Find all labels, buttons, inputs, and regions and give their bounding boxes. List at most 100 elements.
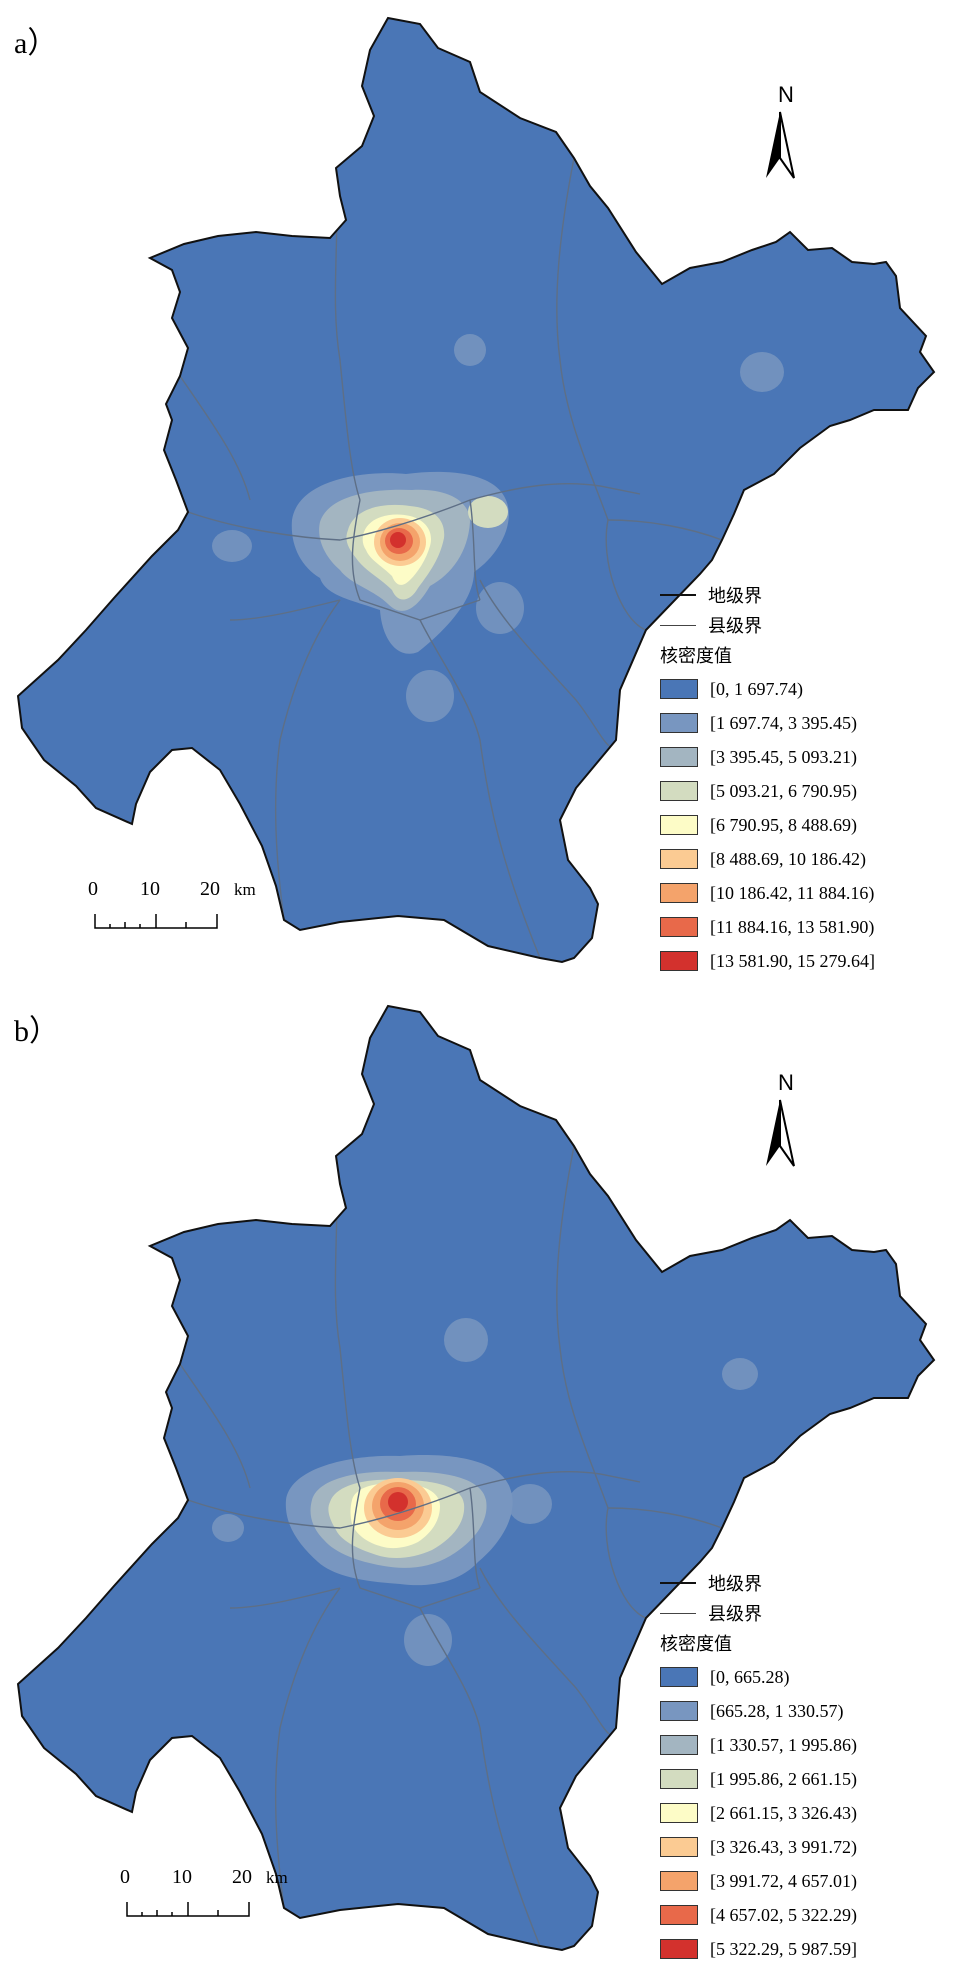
- legend-class-label: [3 326.43, 3 991.72): [710, 1836, 857, 1857]
- legend-swatch: [660, 781, 698, 801]
- legend-class-label: [1 330.57, 1 995.86): [710, 1734, 857, 1755]
- legend-label: 县级界: [708, 1604, 762, 1624]
- density-spot: [444, 1318, 488, 1362]
- legend-class-label: [3 395.45, 5 093.21): [710, 746, 857, 767]
- legend-label: 地级界: [708, 586, 762, 606]
- scale-bar: 0 10 20 km: [120, 1866, 326, 1926]
- legend-class-label: [2 661.15, 3 326.43): [710, 1802, 857, 1823]
- legend-class-label: [13 581.90, 15 279.64]: [710, 950, 875, 971]
- legend-major-boundary: 地级界: [660, 1568, 960, 1598]
- legend-class: [665.28, 1 330.57): [660, 1694, 960, 1728]
- scale-tick-label: 20: [232, 1866, 252, 1888]
- legend-line-swatch: [660, 1582, 696, 1584]
- legend-line-swatch: [660, 594, 696, 596]
- legend-label: 地级界: [708, 1574, 762, 1594]
- scale-tick-label: 0: [88, 878, 98, 900]
- scale-tick-label: 10: [140, 878, 160, 900]
- density-spot: [404, 1614, 452, 1666]
- legend-class: [4 657.02, 5 322.29): [660, 1898, 960, 1932]
- legend-class-label: [10 186.42, 11 884.16): [710, 882, 875, 903]
- legend-class: [11 884.16, 13 581.90): [660, 910, 960, 944]
- legend-class: [0, 1 697.74): [660, 672, 960, 706]
- panel-label: a）: [14, 27, 58, 60]
- scale-bar-graphic: [126, 1902, 250, 1917]
- legend-class-label: [4 657.02, 5 322.29): [710, 1904, 857, 1925]
- legend-class-label: [11 884.16, 13 581.90): [710, 916, 875, 937]
- legend-swatch: [660, 1871, 698, 1891]
- density-map: [16, 16, 936, 964]
- legend-swatch: [660, 679, 698, 699]
- legend-line-swatch: [660, 624, 696, 626]
- legend-class: [8 488.69, 10 186.42): [660, 842, 960, 876]
- north-label: N: [778, 1070, 794, 1095]
- density-spot: [468, 496, 508, 528]
- density-peak: [388, 1492, 408, 1512]
- north-arrow: N: [760, 82, 820, 182]
- legend-class-label: [0, 665.28): [710, 1666, 790, 1687]
- legend-label: 县级界: [708, 616, 762, 636]
- scale-tick-label: 0: [120, 1866, 130, 1888]
- legend-swatch: [660, 917, 698, 937]
- county-boundaries: [179, 157, 723, 959]
- density-spot: [212, 1514, 244, 1542]
- legend-swatch: [660, 883, 698, 903]
- north-label: N: [778, 82, 794, 107]
- legend-class-label: [1 697.74, 3 395.45): [710, 712, 857, 733]
- north-arrow-icon: [766, 111, 795, 179]
- legend-swatch: [660, 849, 698, 869]
- legend-swatch: [660, 1735, 698, 1755]
- legend: 地级界 县级界 核密度值 [0, 665.28) [665.28, 1 330.…: [660, 1568, 960, 1966]
- legend-swatch: [660, 747, 698, 767]
- legend-class: [10 186.42, 11 884.16): [660, 876, 960, 910]
- legend-class-label: [5 093.21, 6 790.95): [710, 780, 857, 801]
- legend-class: [3 991.72, 4 657.01): [660, 1864, 960, 1898]
- legend-class: [5 093.21, 6 790.95): [660, 774, 960, 808]
- north-arrow-icon: [766, 1099, 795, 1167]
- scale-unit: km: [266, 1868, 288, 1887]
- legend-swatch: [660, 1667, 698, 1687]
- density-spot: [722, 1358, 758, 1390]
- legend-swatch: [660, 713, 698, 733]
- panel-label: b）: [14, 1015, 59, 1048]
- legend-class-label: [1 995.86, 2 661.15): [710, 1768, 857, 1789]
- legend-class-label: [665.28, 1 330.57): [710, 1700, 844, 1721]
- north-arrow: N: [760, 1070, 820, 1170]
- legend-class: [1 697.74, 3 395.45): [660, 706, 960, 740]
- legend-swatch: [660, 1769, 698, 1789]
- legend-swatch: [660, 1939, 698, 1959]
- legend-swatch: [660, 1701, 698, 1721]
- density-spot: [740, 352, 784, 392]
- legend-minor-boundary: 县级界: [660, 1598, 960, 1628]
- map-panel-a: a）: [14, 16, 960, 978]
- legend: 地级界 县级界 核密度值 [0, 1 697.74) [1 697.74, 3 …: [660, 580, 960, 978]
- scale-bar: 0 10 20 km: [88, 878, 294, 938]
- map-panel-b: b）: [0, 988, 969, 1976]
- legend-class: [6 790.95, 8 488.69): [660, 808, 960, 842]
- legend-class-label: [0, 1 697.74): [710, 678, 803, 699]
- city-boundary: [16, 16, 936, 964]
- legend-swatch: [660, 1837, 698, 1857]
- scale-tick-label: 10: [172, 1866, 192, 1888]
- legend-class: [1 330.57, 1 995.86): [660, 1728, 960, 1762]
- legend-swatch: [660, 1803, 698, 1823]
- legend-major-boundary: 地级界: [660, 580, 960, 610]
- scale-bar-graphic: [94, 914, 218, 929]
- legend-class: [1 995.86, 2 661.15): [660, 1762, 960, 1796]
- density-surface: [212, 1318, 758, 1666]
- legend-class-label: [3 991.72, 4 657.01): [710, 1870, 857, 1891]
- legend-swatch: [660, 951, 698, 971]
- legend-class: [0, 665.28): [660, 1660, 960, 1694]
- density-spot: [476, 582, 524, 634]
- county-boundaries: [179, 1145, 723, 1947]
- legend-class: [3 395.45, 5 093.21): [660, 740, 960, 774]
- legend-class-label: [5 322.29, 5 987.59]: [710, 1938, 857, 1959]
- legend-title: 核密度值: [660, 1634, 732, 1654]
- density-spot: [406, 670, 454, 722]
- density-spot: [454, 334, 486, 366]
- density-peak: [390, 532, 406, 548]
- city-boundary: [16, 1004, 936, 1952]
- legend-class: [5 322.29, 5 987.59]: [660, 1932, 960, 1966]
- legend-class-label: [6 790.95, 8 488.69): [710, 814, 857, 835]
- legend-swatch: [660, 1905, 698, 1925]
- density-map: [16, 1004, 936, 1952]
